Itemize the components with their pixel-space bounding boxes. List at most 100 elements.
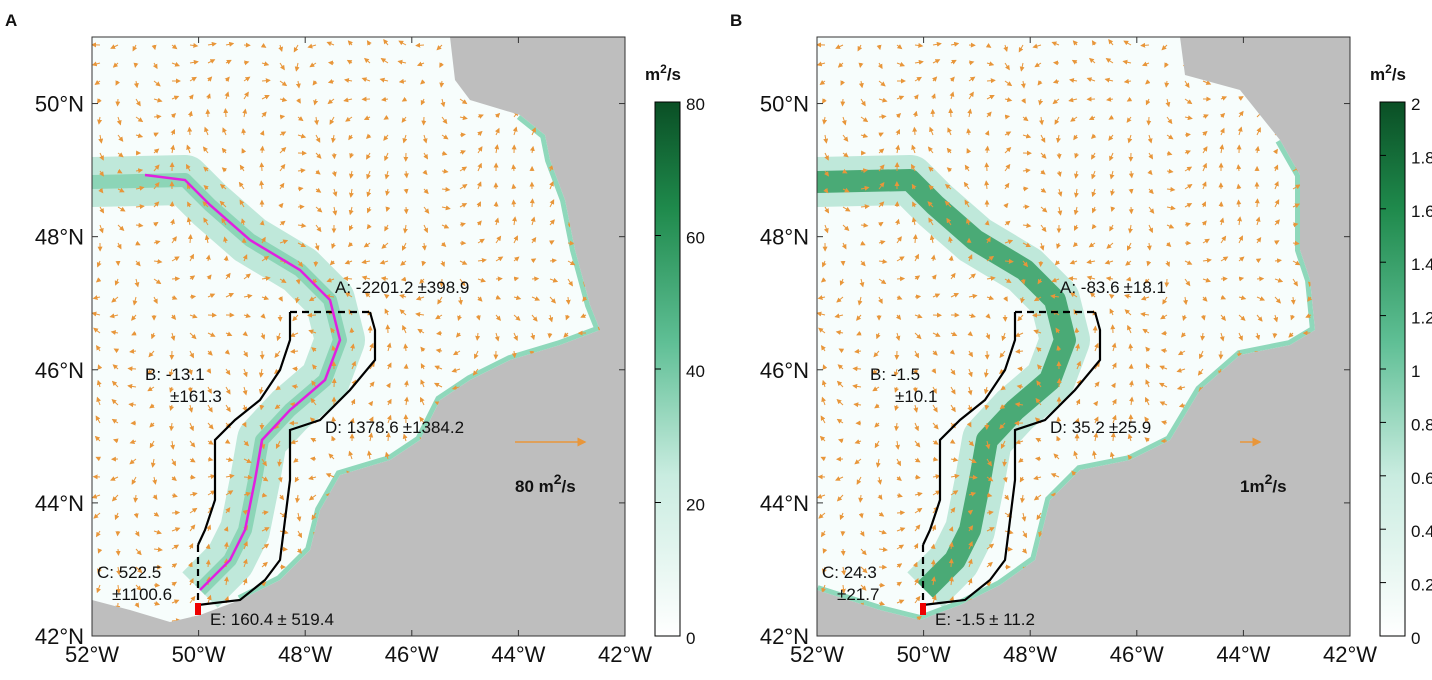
- current-arrow: [207, 490, 216, 496]
- current-arrow: [96, 379, 102, 388]
- current-arrow: [219, 183, 227, 190]
- current-arrow: [895, 314, 902, 320]
- current-arrow: [131, 476, 137, 485]
- current-arrow: [495, 256, 504, 262]
- current-arrow: [243, 541, 248, 550]
- current-arrow: [275, 385, 281, 391]
- current-arrow: [225, 386, 231, 395]
- current-arrow: [896, 61, 906, 67]
- current-arrow: [567, 240, 575, 246]
- map-panel: A 52°W 50°W 48°W 46°W 44°W 42°W 42°N 44°N 46°N 48°…: [5, 11, 705, 667]
- current-arrow: [477, 114, 484, 119]
- current-arrow: [315, 206, 323, 213]
- scale-text: 1m: [1240, 477, 1265, 496]
- current-arrow: [111, 398, 119, 406]
- current-arrow: [169, 386, 174, 393]
- current-arrow: [878, 582, 886, 588]
- current-arrow: [383, 134, 389, 141]
- current-arrow: [385, 188, 390, 197]
- current-arrow: [472, 368, 479, 376]
- current-arrow: [895, 128, 900, 136]
- current-arrow: [402, 134, 408, 144]
- current-arrow: [168, 368, 174, 377]
- current-arrow: [171, 492, 178, 498]
- current-arrow: [495, 314, 501, 321]
- current-arrow: [459, 260, 468, 265]
- current-arrow: [563, 332, 569, 338]
- current-arrow: [420, 363, 426, 370]
- current-arrow: [309, 456, 317, 462]
- current-arrow: [243, 440, 250, 447]
- current-arrow: [348, 188, 354, 198]
- current-arrow: [170, 218, 175, 226]
- current-arrow: [135, 260, 141, 267]
- scale-text: /s: [1272, 477, 1286, 496]
- current-arrow: [860, 240, 866, 246]
- current-arrow: [261, 510, 269, 516]
- current-arrow: [327, 98, 335, 105]
- current-arrow: [297, 186, 304, 192]
- current-arrow: [858, 494, 864, 503]
- current-arrow: [135, 168, 144, 174]
- current-arrow: [135, 185, 145, 191]
- current-arrow: [259, 404, 265, 411]
- current-arrow: [383, 115, 390, 120]
- current-arrow: [225, 331, 233, 337]
- current-arrow: [276, 332, 282, 342]
- current-arrow: [115, 80, 121, 86]
- current-arrow: [548, 164, 554, 172]
- current-arrow: [529, 198, 535, 208]
- current-arrow: [153, 296, 158, 304]
- current-arrow: [836, 380, 844, 388]
- current-arrow: [260, 332, 266, 340]
- current-arrow: [115, 548, 121, 556]
- section-error: ± 519.4: [277, 610, 334, 629]
- current-arrow: [242, 254, 248, 262]
- current-arrow: [842, 206, 851, 212]
- current-arrow: [878, 221, 884, 227]
- x-tick-label: 46°W: [1110, 642, 1164, 667]
- current-arrow: [820, 277, 827, 283]
- current-arrow: [441, 150, 448, 156]
- current-arrow: [315, 134, 321, 143]
- current-arrow: [153, 529, 162, 535]
- current-arrow: [275, 440, 281, 449]
- current-arrow: [476, 181, 482, 190]
- current-arrow: [1004, 114, 1011, 120]
- current-arrow: [206, 274, 212, 280]
- current-arrow: [153, 240, 161, 245]
- current-arrow: [344, 292, 353, 298]
- current-arrow: [420, 379, 425, 388]
- current-arrow: [820, 415, 826, 424]
- current-arrow: [369, 381, 375, 388]
- current-arrow: [202, 201, 209, 208]
- current-arrow: [325, 473, 335, 478]
- colorbar-tick-label: 0.2: [1411, 576, 1432, 595]
- current-arrow: [401, 96, 408, 102]
- current-arrow: [821, 379, 827, 388]
- current-arrow: [189, 332, 197, 340]
- current-arrow: [842, 187, 850, 193]
- current-arrow: [835, 476, 844, 481]
- current-arrow: [874, 440, 880, 449]
- current-arrow: [207, 422, 214, 430]
- current-arrow: [147, 386, 155, 392]
- current-arrow: [366, 40, 372, 46]
- current-arrow: [877, 476, 883, 485]
- current-arrow: [350, 343, 356, 352]
- current-arrow: [1254, 198, 1260, 208]
- current-arrow: [368, 416, 374, 424]
- current-arrow: [363, 242, 371, 248]
- current-arrow: [188, 543, 194, 550]
- current-arrow: [94, 435, 101, 442]
- current-arrow: [818, 512, 826, 519]
- colorbar-tick-label: 0.4: [1411, 522, 1432, 541]
- current-arrow: [261, 111, 267, 118]
- current-arrow: [134, 602, 140, 608]
- current-arrow: [153, 547, 163, 552]
- current-arrow: [820, 530, 826, 538]
- current-arrow: [494, 144, 500, 154]
- current-arrow: [312, 364, 318, 370]
- current-arrow: [441, 205, 451, 211]
- current-arrow: [379, 77, 389, 83]
